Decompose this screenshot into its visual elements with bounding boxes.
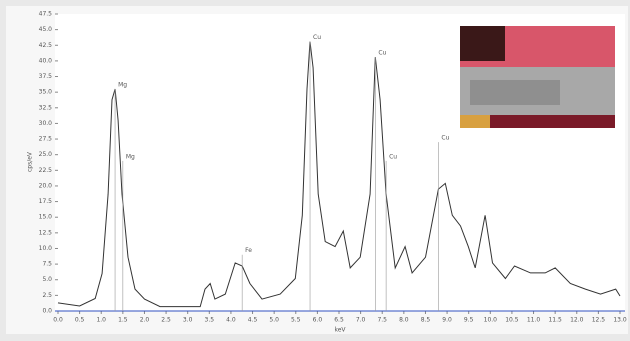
- peak-label: Mg: [126, 153, 135, 160]
- x-tick-label: 10.0: [484, 317, 498, 324]
- peak-label: Mg: [118, 82, 127, 89]
- peak-label: Cu: [378, 50, 386, 57]
- x-tick-label: 13.0: [613, 317, 627, 324]
- x-tick-label: 6.5: [334, 317, 344, 324]
- x-tick-label: 7.5: [377, 317, 387, 324]
- y-tick-label: 2.5: [42, 292, 52, 299]
- y-tick-label: 5.0: [42, 276, 52, 283]
- x-tick-label: 5.0: [269, 317, 279, 324]
- x-tick-label: 10.5: [505, 317, 519, 324]
- y-tick-label: 27.5: [39, 136, 53, 143]
- y-tick-label: 37.5: [39, 73, 53, 80]
- x-tick-label: 5.5: [291, 317, 301, 324]
- x-tick-label: 4.0: [226, 317, 236, 324]
- y-axis-label: cps/eV: [27, 151, 34, 172]
- peak-label: Cu: [389, 153, 397, 160]
- x-tick-label: 4.5: [248, 317, 258, 324]
- x-tick-label: 8.5: [421, 317, 431, 324]
- x-tick-label: 8.0: [399, 317, 409, 324]
- y-tick-label: 12.5: [39, 229, 53, 236]
- x-tick-label: 3.5: [205, 317, 215, 324]
- x-tick-label: 12.5: [592, 317, 606, 324]
- y-tick-label: 7.5: [42, 261, 52, 268]
- peak-label: Cu: [313, 34, 321, 41]
- y-tick-label: 30.0: [39, 120, 53, 127]
- y-tick-label: 0.0: [42, 308, 52, 315]
- y-tick-label: 25.0: [39, 151, 53, 158]
- peak-label: Fe: [245, 247, 252, 254]
- x-tick-label: 0.5: [75, 317, 85, 324]
- x-tick-label: 2.0: [140, 317, 150, 324]
- x-axis-label: keV: [334, 327, 346, 334]
- x-tick-label: 0.0: [53, 317, 63, 324]
- y-tick-label: 32.5: [39, 104, 53, 111]
- spectrum-line: [57, 41, 621, 308]
- y-tick-label: 15.0: [39, 214, 53, 221]
- y-tick-label: 45.0: [39, 26, 53, 33]
- x-tick-label: 7.0: [356, 317, 366, 324]
- y-tick-label: 22.5: [39, 167, 53, 174]
- x-tick-label: 11.5: [548, 317, 562, 324]
- y-tick-label: 42.5: [39, 42, 53, 49]
- inset-photo: [460, 26, 615, 128]
- x-tick-label: 3.0: [183, 317, 193, 324]
- y-tick-label: 20.0: [39, 182, 53, 189]
- x-tick-label: 2.5: [161, 317, 171, 324]
- x-tick-label: 6.0: [313, 317, 323, 324]
- y-tick-label: 47.5: [39, 11, 53, 18]
- y-tick-label: 35.0: [39, 89, 53, 96]
- y-tick-label: 17.5: [39, 198, 53, 205]
- x-tick-label: 12.0: [570, 317, 584, 324]
- peak-label: Cu: [441, 135, 449, 142]
- y-tick-label: 10.0: [39, 245, 53, 252]
- x-tick-label: 9.5: [464, 317, 474, 324]
- y-tick-label: 40.0: [39, 57, 53, 64]
- x-tick-label: 9.0: [442, 317, 452, 324]
- x-tick-label: 1.0: [96, 317, 106, 324]
- x-tick-label: 11.0: [527, 317, 541, 324]
- x-tick-label: 1.5: [118, 317, 128, 324]
